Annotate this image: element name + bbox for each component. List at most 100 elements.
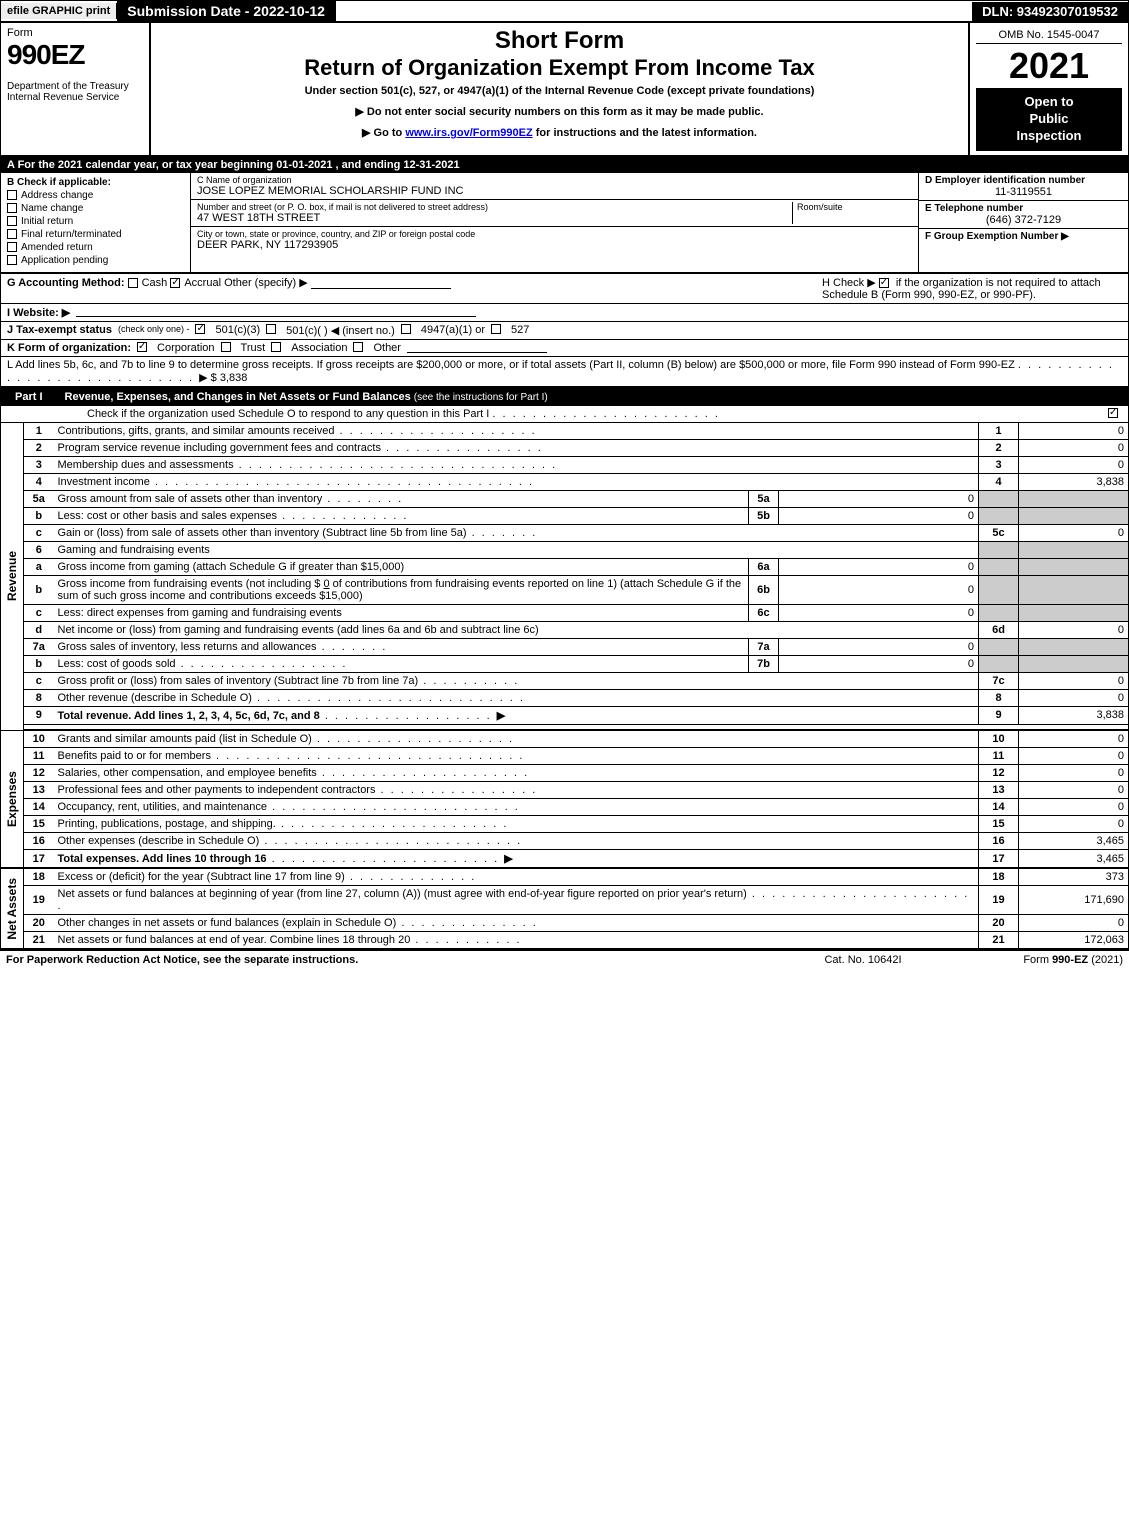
l7a-text: Gross sales of inventory, less returns a… [58, 641, 317, 653]
line-5c: c Gain or (loss) from sale of assets oth… [1, 524, 1129, 541]
section-c: C Name of organization JOSE LOPEZ MEMORI… [191, 173, 918, 272]
check-initial-return[interactable]: Initial return [7, 216, 184, 227]
part-1-title: Revenue, Expenses, and Changes in Net As… [65, 391, 411, 403]
room-label: Room/suite [797, 202, 912, 212]
line-6c: c Less: direct expenses from gaming and … [1, 604, 1129, 621]
line-11: 11 Benefits paid to or for members . . .… [1, 748, 1129, 765]
g-cash: Cash [142, 277, 168, 289]
part-1-tab: Part I [1, 388, 57, 406]
check-other[interactable] [353, 342, 363, 352]
j-sub: (check only one) - [118, 324, 190, 334]
l7b-value: 0 [779, 655, 979, 672]
line-10: Expenses 10 Grants and similar amounts p… [1, 730, 1129, 748]
i-label: I Website: ▶ [7, 306, 70, 319]
department: Department of the Treasury Internal Reve… [7, 81, 143, 103]
row-i: I Website: ▶ [0, 304, 1129, 322]
l16-value: 3,465 [1019, 833, 1129, 850]
l14-text: Occupancy, rent, utilities, and maintena… [58, 801, 268, 813]
g-accrual: Accrual [184, 277, 221, 289]
check-cash[interactable] [128, 278, 138, 288]
l5b-text: Less: cost or other basis and sales expe… [58, 510, 278, 522]
check-501c3[interactable] [195, 324, 205, 334]
check-application-pending[interactable]: Application pending [7, 255, 184, 266]
l10-value: 0 [1019, 730, 1129, 748]
open-l3: Inspection [1016, 128, 1081, 143]
l21-text: Net assets or fund balances at end of ye… [58, 934, 411, 946]
open-l1: Open to [1024, 94, 1073, 109]
check-schedule-b[interactable] [879, 278, 889, 288]
l6b-value: 0 [779, 575, 979, 604]
efile-print-button[interactable]: efile GRAPHIC print [1, 3, 117, 19]
l8-value: 0 [1019, 689, 1129, 706]
check-trust[interactable] [221, 342, 231, 352]
e-label: E Telephone number [925, 203, 1122, 214]
page-footer: For Paperwork Reduction Act Notice, see … [0, 950, 1129, 969]
l21-value: 172,063 [1019, 932, 1129, 950]
l7c-text: Gross profit or (loss) from sales of inv… [58, 675, 419, 687]
website-input[interactable] [76, 306, 476, 317]
org-city: DEER PARK, NY 117293905 [197, 239, 912, 251]
check-association[interactable] [271, 342, 281, 352]
org-street: 47 WEST 18TH STREET [197, 212, 792, 224]
l5b-value: 0 [779, 507, 979, 524]
l10-text: Grants and similar amounts paid (list in… [58, 733, 312, 745]
line-1: Revenue 1 Contributions, gifts, grants, … [1, 423, 1129, 440]
check-name-change[interactable]: Name change [7, 203, 184, 214]
section-bcdef: B Check if applicable: Address change Na… [0, 173, 1129, 274]
j-opt2: 501(c)( ) ◀ (insert no.) [286, 324, 395, 337]
check-501c[interactable] [266, 324, 276, 334]
line-19: 19 Net assets or fund balances at beginn… [1, 886, 1129, 915]
line-21: 21 Net assets or fund balances at end of… [1, 932, 1129, 950]
check-corporation[interactable] [137, 342, 147, 352]
part-1-table: Revenue 1 Contributions, gifts, grants, … [0, 423, 1129, 951]
l16-text: Other expenses (describe in Schedule O) [58, 835, 260, 847]
check-amended-return[interactable]: Amended return [7, 242, 184, 253]
check-4947[interactable] [401, 324, 411, 334]
short-form-title: Short Form [157, 27, 962, 55]
k-trust: Trust [241, 342, 266, 354]
l7b-text: Less: cost of goods sold [58, 658, 176, 670]
l17-value: 3,465 [1019, 850, 1129, 869]
row-j: J Tax-exempt status (check only one) - 5… [0, 322, 1129, 340]
f-label: F Group Exemption Number ▶ [925, 231, 1122, 242]
l19-text: Net assets or fund balances at beginning… [58, 888, 747, 900]
l9-text: Total revenue. Add lines 1, 2, 3, 4, 5c,… [58, 710, 320, 722]
l8-text: Other revenue (describe in Schedule O) [58, 692, 252, 704]
line-6b: b Gross income from fundraising events (… [1, 575, 1129, 604]
l6d-text: Net income or (loss) from gaming and fun… [58, 624, 539, 636]
check-527[interactable] [491, 324, 501, 334]
line-12: 12 Salaries, other compensation, and emp… [1, 765, 1129, 782]
d-label: D Employer identification number [925, 175, 1122, 186]
other-specify-input[interactable] [311, 278, 451, 289]
check-address-change[interactable]: Address change [7, 190, 184, 201]
row-gh: G Accounting Method: Cash Accrual Other … [0, 274, 1129, 304]
netassets-sidebar: Net Assets [5, 878, 19, 940]
l12-text: Salaries, other compensation, and employ… [58, 767, 317, 779]
subtitle: Under section 501(c), 527, or 4947(a)(1)… [157, 85, 962, 97]
c-name-label: C Name of organization [197, 175, 912, 185]
l5c-text: Gain or (loss) from sale of assets other… [58, 527, 467, 539]
l4-text: Investment income [58, 476, 150, 488]
l5a-text: Gross amount from sale of assets other t… [58, 493, 323, 505]
dln: DLN: 93492307019532 [972, 2, 1128, 21]
part-1-header: Part I Revenue, Expenses, and Changes in… [0, 388, 1129, 406]
check-accrual[interactable] [170, 278, 180, 288]
check-schedule-o[interactable] [1108, 408, 1118, 418]
check-final-return[interactable]: Final return/terminated [7, 229, 184, 240]
l12-value: 0 [1019, 765, 1129, 782]
l7a-value: 0 [779, 638, 979, 655]
l3-text: Membership dues and assessments [58, 459, 234, 471]
l9-value: 3,838 [1019, 706, 1129, 724]
form-number: 990EZ [7, 39, 143, 71]
l7c-value: 0 [1019, 672, 1129, 689]
j-label: J Tax-exempt status [7, 324, 112, 336]
line-7c: c Gross profit or (loss) from sales of i… [1, 672, 1129, 689]
irs-link[interactable]: www.irs.gov/Form990EZ [405, 127, 532, 139]
other-org-input[interactable] [407, 342, 547, 353]
l14-value: 0 [1019, 799, 1129, 816]
l6b-amt: 0 [323, 578, 329, 590]
l5a-value: 0 [779, 490, 979, 507]
l5c-value: 0 [1019, 524, 1129, 541]
line-6: 6 Gaming and fundraising events [1, 541, 1129, 558]
l19-value: 171,690 [1019, 886, 1129, 915]
